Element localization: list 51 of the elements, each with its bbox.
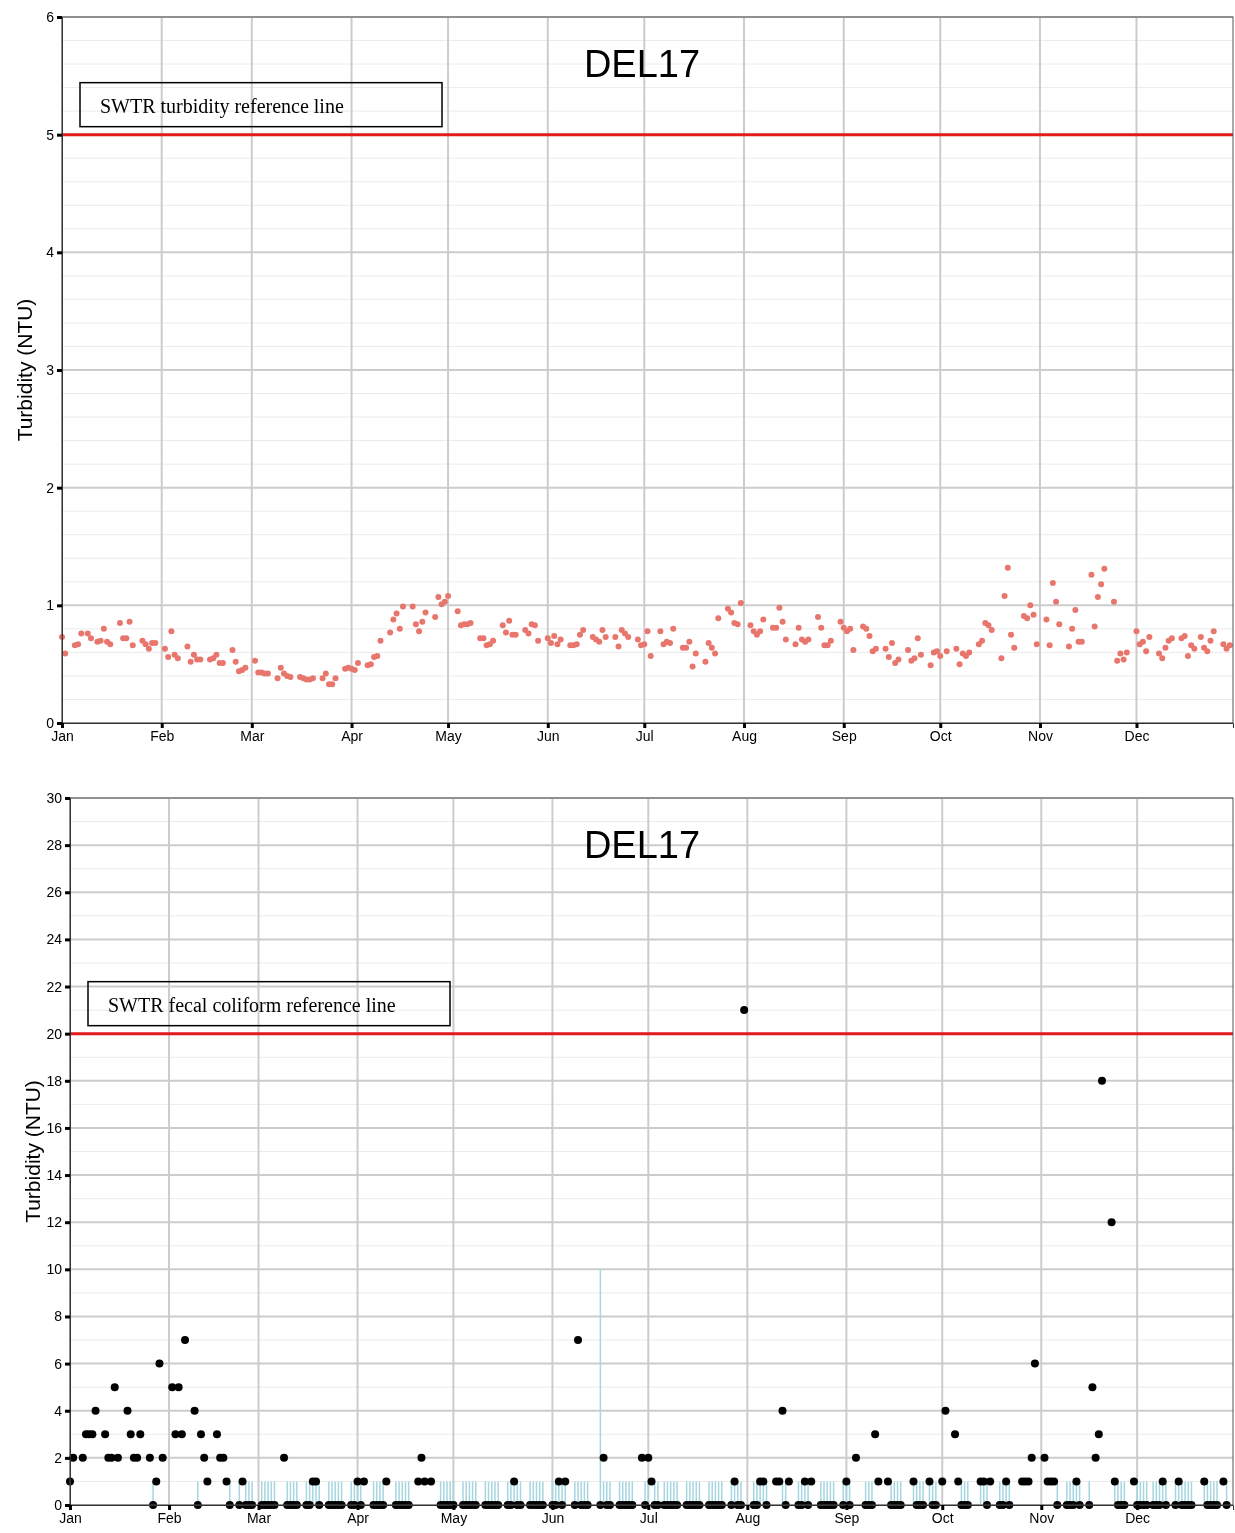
y-tick-label: 8 — [54, 1308, 63, 1325]
y-axis-title: Turbidity (NTU) — [21, 1080, 44, 1223]
y-tick-label: 1 — [46, 597, 55, 614]
x-tick-label: Mar — [246, 1509, 272, 1526]
x-tick-label: Feb — [150, 727, 175, 744]
x-tick-label: Oct — [929, 727, 952, 744]
y-tick-label: 2 — [46, 479, 55, 496]
ref-line-label: SWTR fecal coliform reference line — [108, 993, 396, 1016]
x-tick-label: Dec — [1125, 1509, 1151, 1526]
y-tick-label: 16 — [46, 1119, 63, 1136]
text: DEL17 — [583, 824, 701, 866]
y-tick-label: 3 — [46, 361, 55, 378]
y-tick-label: 6 — [46, 8, 55, 25]
ref-line-label: SWTR turbidity reference line — [100, 94, 344, 118]
x-tick-label: Jun — [541, 1509, 565, 1526]
label-box: SWTR turbidity reference line — [79, 81, 443, 128]
x-tick-label: Feb — [157, 1509, 182, 1526]
y-tick-label: 24 — [46, 931, 63, 948]
x-tick-label: May — [440, 1509, 468, 1526]
x-tick-label: Sep — [834, 1509, 860, 1526]
x-tick-label: Sep — [831, 727, 857, 744]
y-tick-label: 22 — [46, 978, 63, 995]
x-tick-label: Jul — [639, 1509, 658, 1526]
x-tick-label: Dec — [1124, 727, 1150, 744]
x-tick-label: Apr — [341, 727, 364, 744]
y-tick-label: 18 — [46, 1072, 63, 1089]
y-tick-label: 20 — [46, 1025, 63, 1042]
y-tick-label: 6 — [54, 1355, 63, 1372]
x-tick-label: Nov — [1028, 727, 1053, 744]
y-tick-label: 10 — [46, 1261, 63, 1278]
label-box: SWTR fecal coliform reference line — [87, 980, 451, 1027]
x-tick-label: Aug — [732, 727, 757, 744]
text: DEL17 — [583, 43, 701, 85]
y-tick-label: 14 — [46, 1167, 63, 1184]
y-tick-label: 5 — [46, 126, 55, 143]
x-tick-label: Apr — [347, 1509, 370, 1526]
y-axis-title: Turbidity (NTU) — [13, 298, 36, 442]
x-tick-label: Mar — [240, 727, 265, 744]
x-tick-label: Aug — [735, 1509, 761, 1526]
y-tick-label: 4 — [54, 1402, 63, 1419]
y-tick-label: 2 — [54, 1449, 63, 1466]
x-tick-label: Nov — [1029, 1509, 1055, 1526]
x-tick-label: Oct — [931, 1509, 954, 1526]
y-tick-label: 30 — [46, 789, 63, 806]
x-tick-label: May — [435, 727, 462, 744]
y-tick-label: 26 — [46, 884, 63, 901]
x-tick-label: Jul — [635, 727, 654, 744]
y-tick-label: 12 — [46, 1214, 63, 1231]
x-tick-label: Jun — [536, 727, 560, 744]
y-tick-label: 28 — [46, 837, 63, 854]
y-tick-label: 4 — [46, 244, 55, 261]
